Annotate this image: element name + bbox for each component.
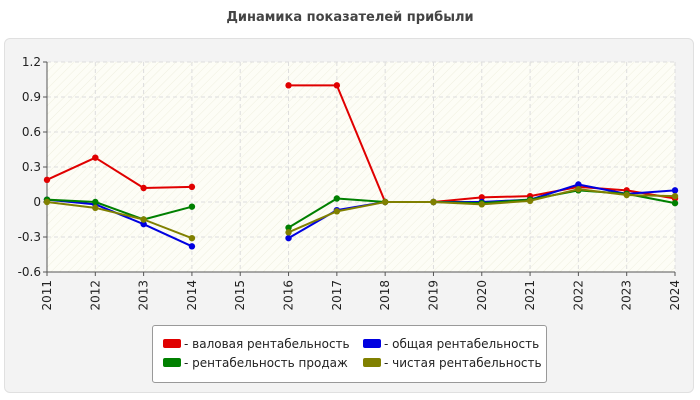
data-point — [188, 234, 196, 242]
legend-label-gross: - валовая рентабельность — [184, 337, 350, 351]
legend-item-net: - чистая рентабельность — [363, 355, 542, 371]
x-tick-label: 2015 — [233, 280, 247, 311]
data-point — [671, 199, 679, 207]
series-3 — [43, 185, 679, 242]
series-line — [46, 198, 193, 221]
y-tick-label: 0.9 — [22, 90, 41, 104]
data-point — [140, 220, 147, 228]
data-point — [188, 183, 196, 191]
x-tick-label: 2021 — [523, 280, 537, 311]
data-point — [92, 154, 99, 161]
plot-area — [47, 62, 675, 272]
data-point — [478, 201, 485, 208]
data-point — [285, 224, 292, 231]
chart-title: Динамика показателей прибыли — [226, 10, 474, 25]
legend: - валовая рентабельность - общая рентабе… — [152, 325, 547, 383]
data-point — [285, 82, 292, 89]
data-point — [43, 176, 51, 184]
x-tick-label: 2011 — [40, 280, 54, 311]
y-tick-label: 0.6 — [22, 125, 41, 139]
data-point — [333, 208, 341, 215]
data-point — [285, 234, 292, 242]
data-point — [333, 195, 341, 202]
x-tick-label: 2019 — [426, 280, 440, 311]
x-tick-label: 2017 — [330, 280, 344, 311]
legend-label-net: - чистая рентабельность — [384, 356, 542, 370]
legend-swatch-sales — [163, 358, 181, 367]
y-tick-label: 0.3 — [22, 160, 41, 174]
x-tick-label: 2020 — [475, 280, 489, 311]
data-point — [188, 203, 196, 210]
x-tick-label: 2014 — [185, 280, 199, 311]
data-point — [671, 187, 679, 194]
y-tick-label: -0.3 — [18, 230, 41, 244]
legend-swatch-net — [363, 358, 381, 367]
data-point — [381, 198, 389, 206]
data-point — [285, 229, 292, 236]
data-point — [623, 191, 630, 199]
data-point — [140, 216, 147, 223]
y-tick-label: 0 — [33, 195, 41, 209]
y-tick-label: 1.2 — [22, 55, 41, 69]
data-point — [671, 192, 679, 200]
data-point — [140, 184, 147, 192]
x-tick-label: 2023 — [620, 280, 634, 311]
y-tick-label: -0.6 — [18, 265, 41, 279]
legend-item-sales: - рентабельность продаж — [163, 355, 348, 371]
data-point — [43, 198, 51, 206]
x-tick-label: 2016 — [282, 280, 296, 311]
data-point — [526, 197, 534, 205]
legend-swatch-gross — [163, 339, 181, 348]
data-point — [188, 243, 196, 250]
x-tick-label: 2018 — [378, 280, 392, 311]
series-line — [46, 201, 193, 240]
legend-item-gross: - валовая рентабельность — [163, 336, 350, 352]
series-line — [46, 156, 192, 189]
x-tick-label: 2012 — [88, 280, 102, 311]
data-point — [430, 198, 437, 206]
x-tick-label: 2022 — [571, 280, 585, 311]
series-group — [43, 82, 679, 250]
legend-label-sales: - рентабельность продаж — [184, 356, 348, 370]
x-tick-label: 2024 — [668, 280, 682, 311]
legend-item-total: - общая рентабельность — [363, 336, 539, 352]
data-point — [575, 181, 582, 188]
legend-swatch-total — [363, 339, 381, 348]
data-point — [92, 198, 99, 206]
data-point — [478, 194, 485, 201]
data-point — [92, 204, 99, 212]
data-point — [333, 82, 341, 89]
data-point — [575, 185, 582, 193]
legend-label-total: - общая рентабельность — [384, 337, 540, 351]
x-tick-label: 2013 — [137, 280, 151, 311]
